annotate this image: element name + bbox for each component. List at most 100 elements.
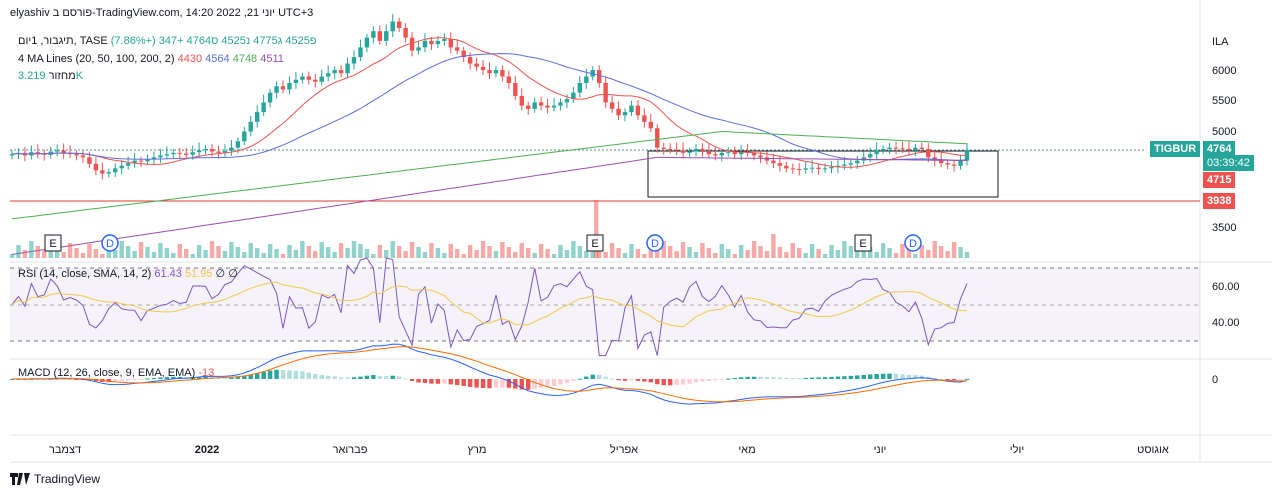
candle-body — [545, 105, 550, 108]
volume-bar — [113, 250, 118, 258]
macd-histogram-bar — [958, 379, 963, 381]
macd-histogram-bar — [868, 374, 873, 379]
macd-histogram-bar — [680, 379, 686, 385]
event-marker-d: D — [904, 234, 922, 252]
time-axis-label: יולי — [1010, 443, 1024, 456]
macd-histogram-bar — [822, 377, 828, 379]
candle-body — [35, 152, 41, 154]
macd-histogram-bar — [771, 377, 776, 379]
ma200-line — [11, 156, 968, 255]
volume-bar — [416, 247, 421, 258]
volume-bar — [190, 254, 195, 258]
volume-bar — [338, 243, 344, 258]
tradingview-logo[interactable]: TradingView — [10, 472, 100, 486]
rsi-tick-label: 40.00 — [1212, 317, 1240, 329]
macd-histogram-bar — [222, 377, 228, 379]
volume-bar — [893, 253, 899, 258]
macd-histogram-bar — [519, 379, 524, 390]
candle-body — [267, 92, 273, 103]
macd-histogram-bar — [384, 376, 389, 379]
macd-histogram-bar — [861, 374, 866, 379]
candle-body — [919, 147, 925, 149]
ma-level-tag: 4715 — [1203, 172, 1236, 188]
macd-histogram-bar — [629, 379, 634, 381]
volume-bar — [513, 252, 518, 258]
macd-histogram-bar — [842, 376, 847, 379]
candle-body — [706, 150, 712, 155]
candle-body — [603, 82, 608, 103]
macd-histogram-bar — [590, 374, 595, 379]
volume-bar — [196, 245, 202, 258]
volume-bar — [138, 242, 144, 258]
candle-body — [571, 92, 576, 100]
volume-bar — [571, 241, 576, 258]
candle-body — [926, 148, 931, 158]
candle-body — [487, 70, 492, 74]
macd-legend[interactable]: MACD (12, 26, close, 9, EMA, EMA) -13 — [18, 367, 214, 379]
macd-histogram-bar — [125, 379, 131, 381]
candle-body — [887, 147, 892, 149]
candle-body — [229, 147, 234, 151]
rsi-legend[interactable]: RSI (14, close, SMA, 14, 2) 61.43 51.95 … — [18, 267, 238, 280]
candle-body — [319, 76, 324, 82]
volume-bar — [700, 243, 705, 258]
time-axis-label: דצמבר — [49, 444, 81, 456]
candle-body — [680, 150, 686, 153]
volume-bar — [300, 241, 305, 258]
candle-body — [345, 63, 350, 74]
volume-bar — [358, 244, 363, 258]
volume-bar — [635, 249, 641, 258]
macd-histogram-bar — [622, 379, 628, 381]
candle-body — [184, 153, 189, 155]
volume-bar — [242, 252, 247, 258]
volume-bar — [80, 253, 86, 258]
candle-body — [609, 102, 615, 109]
candle-body — [261, 102, 266, 113]
candle-body — [480, 66, 486, 71]
volume-bar — [906, 249, 912, 258]
candle-body — [829, 167, 834, 169]
candle-body — [738, 151, 744, 155]
candle-body — [771, 160, 776, 164]
macd-histogram-bar — [719, 379, 724, 380]
volume-bar — [274, 249, 279, 258]
volume-bar — [745, 250, 750, 258]
macd-histogram-bar — [132, 379, 137, 380]
macd-histogram-bar — [635, 379, 641, 381]
volume-bar — [887, 248, 892, 258]
candle-body — [280, 86, 286, 90]
candle-body — [938, 160, 944, 164]
macd-histogram-bar — [571, 379, 576, 381]
volume-bar — [532, 253, 537, 258]
macd-histogram-bar — [242, 376, 247, 379]
author-line: elyashiv פורסם ב-TradingView.com, יוני 2… — [10, 7, 314, 19]
macd-histogram-bar — [396, 376, 402, 379]
macd-histogram-bar — [255, 373, 260, 379]
macd-histogram-bar — [906, 374, 912, 379]
rsi-null-2: ∅ — [228, 268, 238, 280]
volume-bar — [506, 247, 512, 258]
ma-legend[interactable]: 4 MA Lines (20, 50, 100, 200, 2) 4430 45… — [18, 53, 284, 65]
candle-body — [429, 40, 434, 45]
volume-bar — [842, 241, 847, 258]
macd-histogram-bar — [467, 379, 473, 387]
volume-bar — [687, 247, 692, 258]
consolidation-box — [647, 150, 999, 198]
ohlc-low: נ4525 — [221, 35, 251, 47]
volume-bar — [648, 245, 654, 258]
macd-histogram-bar — [932, 377, 937, 379]
rsi-value: 61.43 — [154, 268, 182, 280]
last-price-tag: 4764 — [1203, 141, 1236, 157]
candle-body — [874, 150, 879, 155]
volume-bar — [429, 243, 434, 258]
macd-histogram-bar — [506, 379, 512, 388]
macd-histogram-bar — [261, 371, 266, 379]
candle-body — [203, 148, 208, 151]
macd-histogram-bar — [880, 373, 886, 379]
volume-bar — [100, 254, 105, 258]
volume-legend[interactable]: מחזור 3.219K — [18, 70, 83, 82]
volume-bar — [364, 249, 370, 258]
candle-body — [655, 128, 660, 148]
volume-bar — [964, 252, 970, 258]
